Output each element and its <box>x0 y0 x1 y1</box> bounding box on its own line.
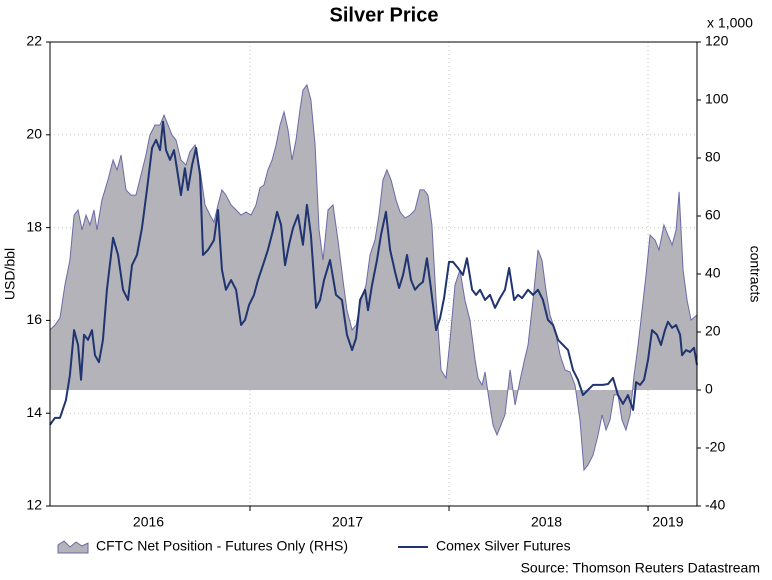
plot-frame <box>49 41 698 507</box>
y2-unit: x 1,000 <box>707 15 753 31</box>
x-tick-label: 2019 <box>652 514 683 530</box>
y2-tick-label: 0 <box>705 381 713 397</box>
legend-label: CFTC Net Position - Futures Only (RHS) <box>96 538 348 554</box>
source-note: Source: Thomson Reuters Datastream <box>521 560 760 576</box>
area-edge <box>49 83 698 472</box>
y-tick-label: 14 <box>26 404 42 420</box>
y2-tick-label: -40 <box>705 497 725 513</box>
y2-tick-label: 100 <box>705 91 729 107</box>
x-tick-label: 2016 <box>133 514 164 530</box>
y-tick-label: 22 <box>26 33 42 49</box>
x-tick-label: 2017 <box>332 514 363 530</box>
y2-tick-label: 20 <box>705 323 721 339</box>
y2-tick-label: -20 <box>705 439 725 455</box>
y2-tick-label: 40 <box>705 265 721 281</box>
y-tick-label: 20 <box>26 126 42 142</box>
y-tick-label: 12 <box>26 497 42 513</box>
y2-tick-label: 80 <box>705 149 721 165</box>
chart-title: Silver Price <box>330 4 439 26</box>
y-axis-label: USD/bbl <box>2 248 18 300</box>
y2-tick-label: 60 <box>705 207 721 223</box>
y2-tick-label: 120 <box>705 33 729 49</box>
y2-axis-label: contracts <box>747 246 763 303</box>
y-tick-label: 18 <box>26 218 42 234</box>
y-tick-label: 16 <box>26 311 42 327</box>
legend-swatch <box>57 540 89 554</box>
x-tick-label: 2018 <box>531 514 562 530</box>
legend-label: Comex Silver Futures <box>436 538 571 554</box>
line <box>49 120 698 426</box>
